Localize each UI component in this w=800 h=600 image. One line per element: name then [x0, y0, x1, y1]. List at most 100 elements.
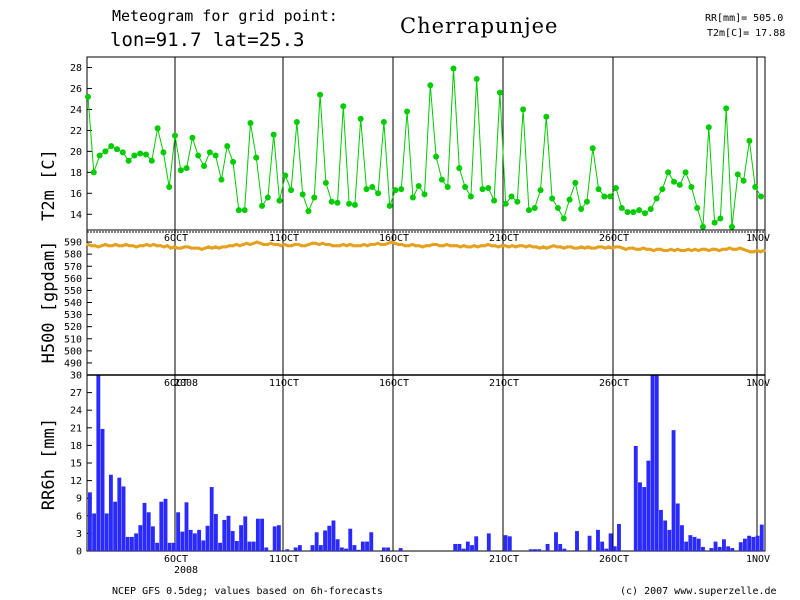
h500-point	[372, 242, 376, 247]
h500-point	[200, 247, 204, 251]
h500-point	[286, 244, 290, 248]
rr6h-bar	[696, 538, 701, 551]
rr6h-bar	[180, 531, 185, 551]
h500-point	[127, 244, 131, 248]
h500-xtick-label: 16OCT	[379, 378, 409, 389]
rr6h-bar	[755, 535, 760, 551]
rr6h-bar	[688, 535, 693, 551]
t2m-point	[131, 152, 138, 159]
rr6h-bar	[276, 525, 281, 551]
h500-point	[624, 247, 628, 251]
h500-point	[214, 245, 218, 249]
t2m-point	[154, 125, 161, 132]
t2m-point	[247, 120, 254, 127]
rr6h-bar	[684, 541, 689, 551]
t2m-point	[317, 91, 324, 98]
t2m-point	[682, 169, 689, 176]
rr6h-bar	[671, 430, 676, 551]
rr6h-xtick-label: 16OCT	[379, 554, 409, 565]
h500-point	[196, 246, 200, 250]
h500-point	[276, 242, 280, 247]
h500-point	[155, 244, 159, 248]
t2m-point	[758, 193, 764, 200]
t2m-axis-label: T2m [C]	[39, 149, 59, 221]
h500-ytick-label: 500	[64, 346, 82, 357]
h500-point	[631, 246, 635, 250]
h500-point	[752, 250, 756, 254]
h500-point	[113, 242, 118, 247]
rr6h-bar	[659, 509, 663, 551]
rr6h-bar	[743, 538, 747, 551]
t2m-point	[230, 158, 237, 165]
rr6h-bar	[596, 529, 600, 551]
h500-point	[351, 244, 356, 248]
t2m-point	[641, 210, 648, 217]
h500-point	[486, 242, 490, 247]
h500-point	[420, 245, 425, 249]
rr6h-axis-label: RR6h [mm]	[39, 418, 59, 510]
h500-point	[600, 245, 604, 249]
h500-ytick-label: 590	[64, 238, 82, 249]
rr6h-bar	[209, 487, 214, 551]
t2m-point	[143, 151, 150, 158]
h500-point	[317, 242, 321, 247]
t2m-point	[235, 207, 242, 214]
t2m-xtick-label: 6OCT	[164, 233, 188, 244]
t2m-point	[694, 204, 701, 211]
rr6h-bar	[360, 541, 365, 551]
h500-point	[100, 244, 104, 248]
t2m-point	[624, 209, 631, 216]
rr6h-bar	[654, 375, 659, 551]
rr6h-bar	[117, 477, 122, 551]
t2m-point	[612, 185, 619, 192]
h500-point	[334, 244, 338, 248]
t2m-point	[392, 187, 399, 194]
h500-point	[603, 246, 607, 250]
h500-point	[569, 245, 573, 249]
h500-point	[489, 244, 494, 248]
h500-point	[445, 242, 449, 247]
h500-point	[441, 244, 445, 248]
t2m-point	[172, 132, 179, 139]
rr6h-bar	[92, 513, 97, 551]
h500-point	[389, 240, 394, 244]
t2m-point	[508, 193, 515, 200]
h500-point	[493, 244, 497, 248]
t2m-point	[537, 187, 544, 194]
h500-point	[89, 244, 94, 248]
t2m-point	[119, 149, 126, 156]
t2m-panel: 14 16 18 20 22 24 26 28 6OCT 11OCT 16OCT 21OCT 26OCT…	[70, 56, 770, 244]
h500-point	[338, 244, 342, 248]
h500-point	[158, 244, 163, 248]
h500-point	[755, 248, 759, 253]
h500-point	[652, 248, 656, 253]
rr6h-bar	[537, 549, 542, 551]
t2m-ytick-label: 18	[70, 168, 82, 179]
t2m-point	[195, 152, 202, 159]
h500-point	[472, 244, 476, 248]
rr6h-ytick-label: 30	[70, 371, 82, 382]
h500-point	[676, 247, 680, 251]
h500-xtick-label: 21OCT	[489, 378, 519, 389]
h500-point	[134, 245, 138, 249]
rr6h-bar	[642, 487, 647, 551]
rr6h-bar	[545, 543, 550, 551]
h500-point	[545, 246, 549, 250]
t2m-point	[531, 204, 538, 211]
t2m-point	[322, 179, 329, 186]
t2m-point	[746, 137, 753, 144]
t2m-ytick-label: 24	[70, 105, 82, 116]
h500-point	[203, 246, 207, 250]
rr6h-bar	[612, 546, 617, 551]
rr6h-bar	[726, 546, 731, 551]
rr6h-bar	[222, 519, 227, 551]
h500-point	[672, 248, 676, 253]
h500-xtick-year: 2008	[174, 378, 198, 389]
t2m-point	[102, 148, 109, 155]
h500-point	[527, 244, 532, 248]
title-line-1: Meteogram for grid point:	[112, 7, 338, 25]
h500-point	[307, 242, 311, 247]
h500-point	[217, 246, 221, 250]
rr6h-bar	[327, 525, 332, 551]
